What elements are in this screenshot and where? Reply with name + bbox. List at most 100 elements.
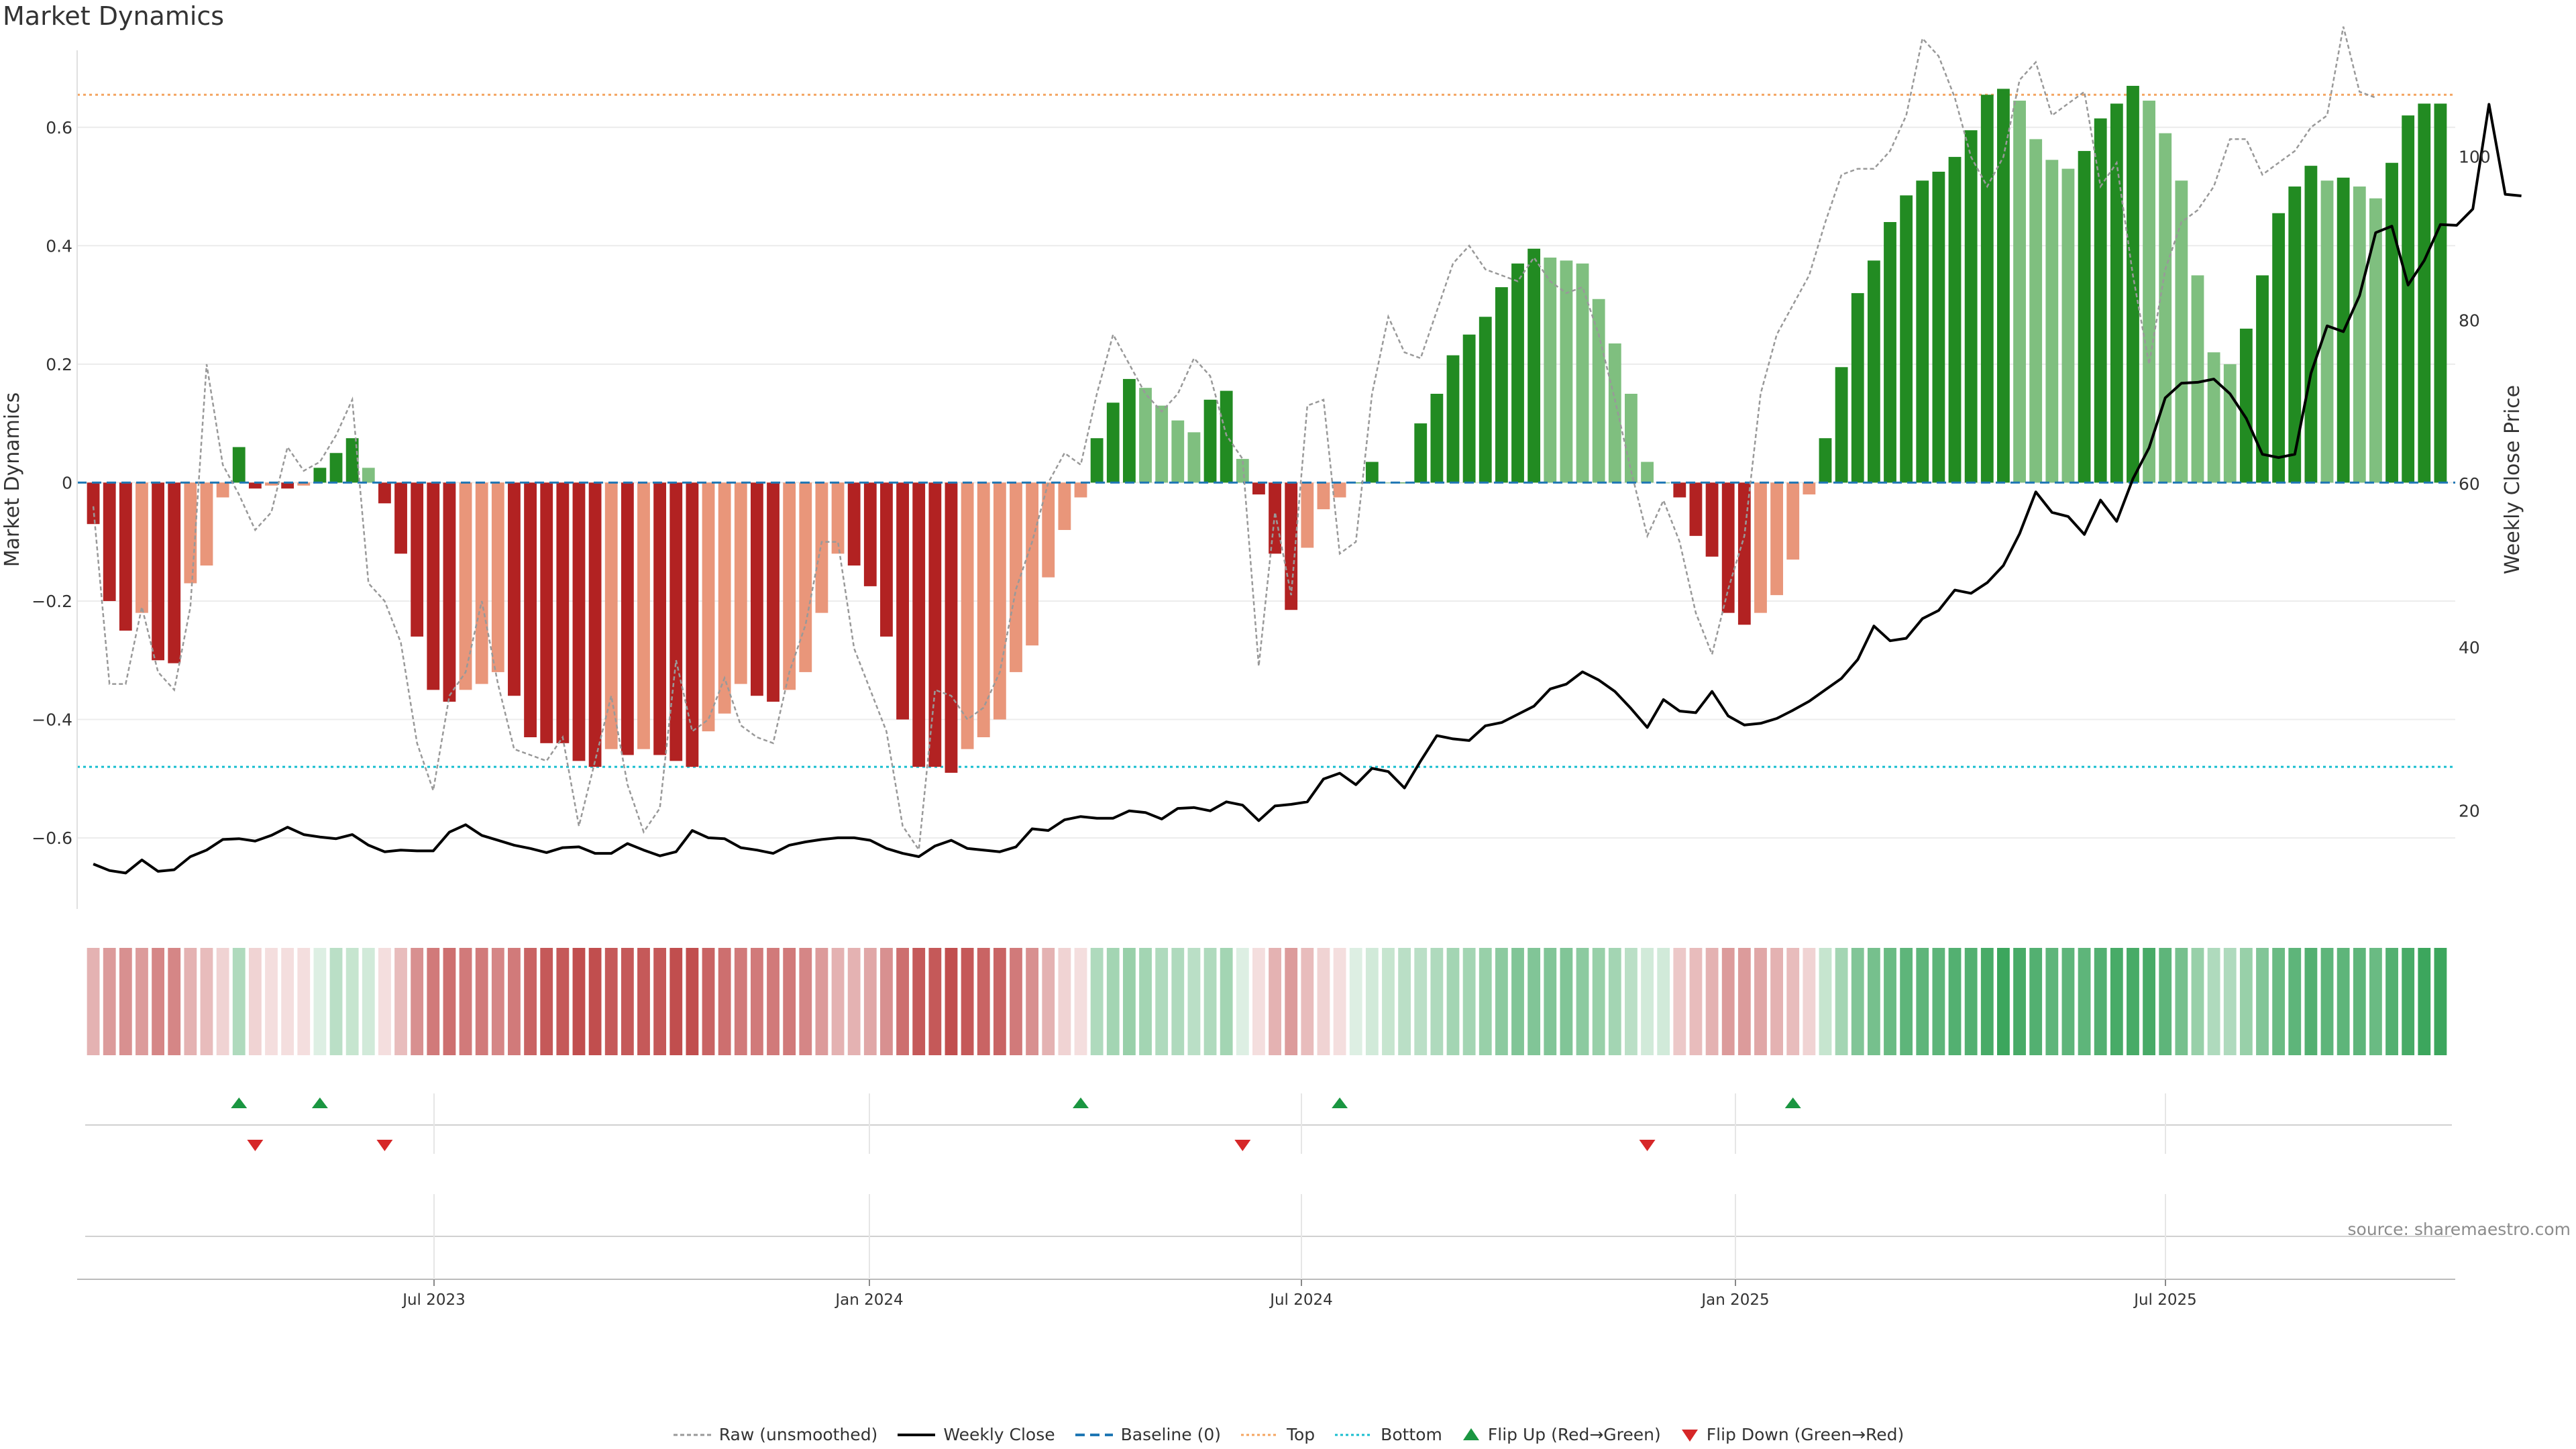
heat-cell [686,948,699,1055]
heat-cell [2110,948,2123,1055]
dynamics-bar [750,482,763,696]
dynamics-bar [2272,213,2286,483]
heat-cell [1382,948,1395,1055]
dynamics-bar [1980,95,1994,483]
chart-title: Market Dynamics [3,1,225,31]
y-axis-label-right: Weekly Close Price [2501,385,2524,574]
dynamics-bar [508,482,521,696]
y-tick-label-right: 60 [2459,474,2480,494]
heat-cell [1122,948,1136,1055]
heat-cell [1495,948,1508,1055]
heat-cell [1187,948,1201,1055]
dynamics-bar [686,482,699,767]
heat-cell [2304,948,2318,1055]
heat-cell [1819,948,1832,1055]
heat-cell [1026,948,1039,1055]
dynamics-bar [2369,198,2382,483]
dynamics-bar [1689,482,1703,536]
axes: 0.6 0.4 0.2 0 −0.2 −0.4 −0.6 100 80 60 40 20 Market … [1,50,2524,909]
dynamics-bar [1139,388,1152,483]
dynamics-bar [1155,405,1169,483]
y-tick-label-left: −0.4 [32,710,72,730]
heat-cell [1835,948,1848,1055]
heat-cell [2337,948,2350,1055]
heat-cell [2256,948,2269,1055]
heat-cell [508,948,521,1055]
dynamics-bar [1997,89,2010,483]
heat-cell [1301,948,1314,1055]
heat-cell [2207,948,2220,1055]
y-tick-label-right: 20 [2459,802,2480,821]
heat-cell [152,948,164,1055]
heat-cell [604,948,618,1055]
legend-item-top: Top [1240,1425,1315,1444]
dynamics-bar [1285,482,1298,610]
dynamics-bar [459,482,472,690]
dynamics-bar [2402,115,2415,483]
heat-cell [2353,948,2366,1055]
heat-cell [815,948,828,1055]
weekly-close-line [93,103,2522,875]
heat-cell [863,948,877,1055]
heat-cell [1171,948,1185,1055]
dynamics-bar [783,482,796,690]
dynamics-bar [1269,482,1281,554]
flip-down-marker [1639,1140,1656,1151]
dynamics-bar [1090,438,1104,483]
heat-cell [2078,948,2091,1055]
legend-item-flip-up: Flip Up (Red→Green) [1461,1425,1661,1444]
dynamics-bar [880,482,893,637]
regime-heatstrip [87,948,2447,1055]
heat-cell [1090,948,1104,1055]
legend-item-close: Weekly Close [896,1425,1055,1444]
dynamics-bar [2094,118,2107,483]
dynamics-bar [1576,263,1589,483]
y-tick-label-left: 0.2 [46,355,72,374]
chart-canvas: 0.6 0.4 0.2 0 −0.2 −0.4 −0.6 100 80 60 40 20 Market … [1,26,2524,1309]
heat-cell [977,948,990,1055]
dynamics-bar [168,482,181,663]
heat-cell [427,948,440,1055]
dynamics-bar [427,482,440,690]
dynamics-bar [1737,482,1751,625]
dynamics-bar [1835,367,1848,483]
y-axis-label-left: Market Dynamics [1,392,24,568]
y-tick-label-left: 0.6 [46,118,72,138]
dynamics-bar [1932,171,1945,483]
heat-cell [945,948,958,1055]
heat-cell [847,948,861,1055]
dynamics-bar [1916,180,1929,483]
heat-cell [2369,948,2382,1055]
heat-cell [2223,948,2237,1055]
heat-cell [1576,948,1589,1055]
dynamics-bars [87,85,2447,773]
dynamics-bar [718,482,731,714]
heat-cell [1236,948,1249,1055]
heat-cell [2061,948,2075,1055]
dynamics-bar [1203,399,1217,483]
dynamics-bar [265,482,278,486]
dynamics-bar [912,482,926,767]
dynamics-bar [1851,292,1864,483]
heat-cell [2418,948,2431,1055]
dynamics-bar [2353,186,2366,483]
legend-item-baseline: Baseline (0) [1074,1425,1221,1444]
dynamics-bar [945,482,958,773]
heat-cell [297,948,311,1055]
x-tick-label: Jan 2024 [834,1291,903,1309]
heat-cell [588,948,602,1055]
flip-down-marker [247,1140,264,1151]
dynamics-bar [815,482,828,613]
heat-cell [1317,948,1330,1055]
dynamics-bar [1803,482,1816,495]
flip-down-marker [376,1140,393,1151]
dynamics-bar [2143,101,2156,483]
dynamics-bar [2175,180,2188,483]
dynamics-bar [540,482,553,743]
heat-cell [2029,948,2043,1055]
dynamics-bar [103,482,116,601]
dynamics-bar [847,482,861,566]
heat-cell [1689,948,1703,1055]
y-tick-label-right: 80 [2459,311,2480,330]
heat-cell [1754,948,1767,1055]
